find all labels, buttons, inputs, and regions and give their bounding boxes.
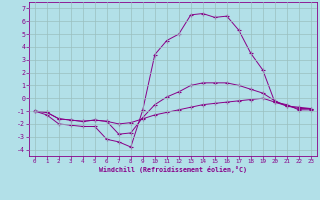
X-axis label: Windchill (Refroidissement éolien,°C): Windchill (Refroidissement éolien,°C) (99, 166, 247, 173)
